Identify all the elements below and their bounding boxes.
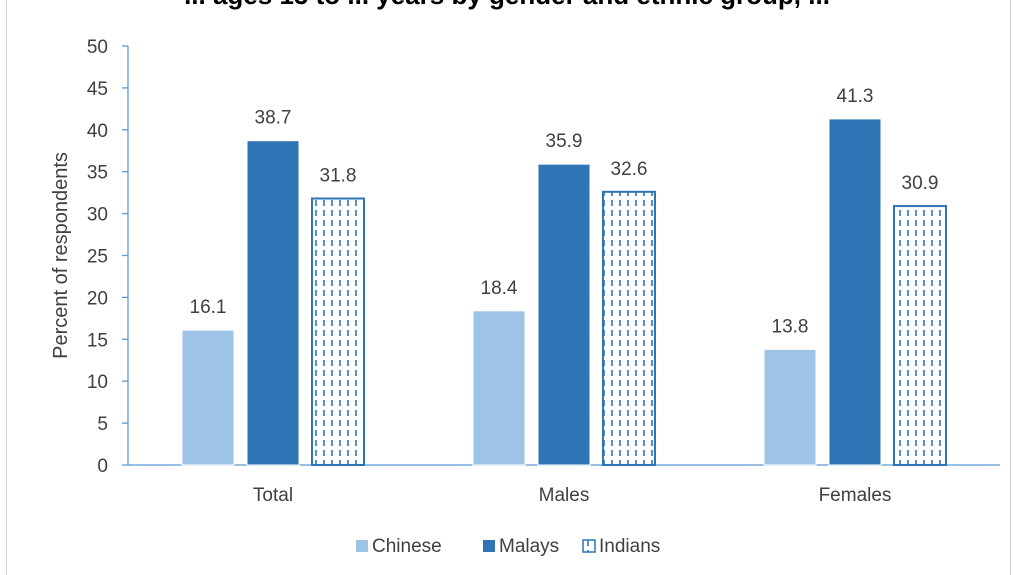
legend-swatch-indians — [582, 539, 596, 553]
legend-label-indians: Indians — [599, 536, 660, 557]
chart-frame — [6, 0, 1011, 575]
y-tick-label: 10 — [87, 372, 108, 393]
data-label: 16.1 — [190, 297, 227, 318]
bar-malays — [537, 163, 591, 466]
x-tick-label: Females — [819, 485, 892, 506]
bar-malays — [246, 140, 300, 466]
data-label: 41.3 — [837, 86, 874, 107]
y-tick-label: 50 — [87, 37, 108, 58]
bar-indians — [602, 190, 656, 466]
y-tick-label: 45 — [87, 79, 108, 100]
bar-chinese — [763, 348, 817, 466]
legend-label-chinese: Chinese — [372, 536, 442, 557]
y-axis-title: Percent of respondents — [50, 152, 72, 359]
data-label: 38.7 — [255, 108, 292, 129]
chart-title: ... ages 15 to ... years by gender and e… — [0, 0, 1014, 11]
data-label: 18.4 — [481, 278, 518, 299]
legend-label-malays: Malays — [499, 536, 559, 557]
y-tick-label: 0 — [97, 456, 108, 477]
data-labels: 16.1 38.7 31.8 18.4 35.9 32.6 13.8 41.3 30.9 — [190, 86, 939, 337]
bar-indians — [311, 197, 365, 467]
data-label: 31.8 — [320, 166, 357, 187]
x-tick-label: Total — [253, 485, 293, 506]
data-label: 30.9 — [902, 173, 939, 194]
legend: Chinese Malays Indians — [356, 536, 660, 557]
legend-swatch-malays — [483, 540, 495, 552]
y-tick-label: 35 — [87, 163, 108, 184]
bar-malays — [828, 118, 882, 466]
data-label: 13.8 — [772, 316, 809, 337]
bar-indians — [893, 205, 947, 466]
y-tick-label: 20 — [87, 288, 108, 309]
bar-chinese — [472, 310, 526, 466]
bar-chinese — [181, 329, 235, 466]
y-tick-label: 40 — [87, 121, 108, 142]
y-tick-label: 25 — [87, 247, 108, 268]
data-label: 35.9 — [546, 131, 583, 152]
legend-swatch-chinese — [356, 540, 368, 552]
bars — [181, 118, 947, 467]
y-tick-label: 5 — [97, 414, 108, 435]
x-tick-label: Males — [539, 485, 590, 506]
y-tick-label: 15 — [87, 330, 108, 351]
y-tick-label: 30 — [87, 205, 108, 226]
data-label: 32.6 — [611, 159, 648, 180]
